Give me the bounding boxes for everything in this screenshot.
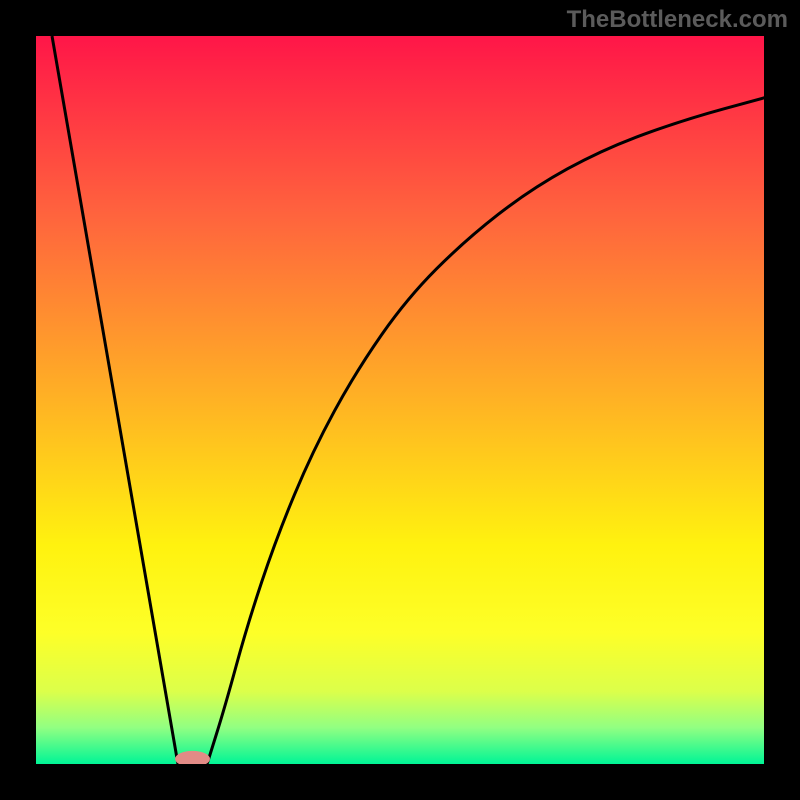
chart-background xyxy=(36,36,764,764)
plot-area xyxy=(0,0,800,800)
chart-container: { "watermark": { "text": "TheBottleneck.… xyxy=(0,0,800,800)
chart-svg xyxy=(0,0,800,800)
watermark-text: TheBottleneck.com xyxy=(567,6,788,34)
